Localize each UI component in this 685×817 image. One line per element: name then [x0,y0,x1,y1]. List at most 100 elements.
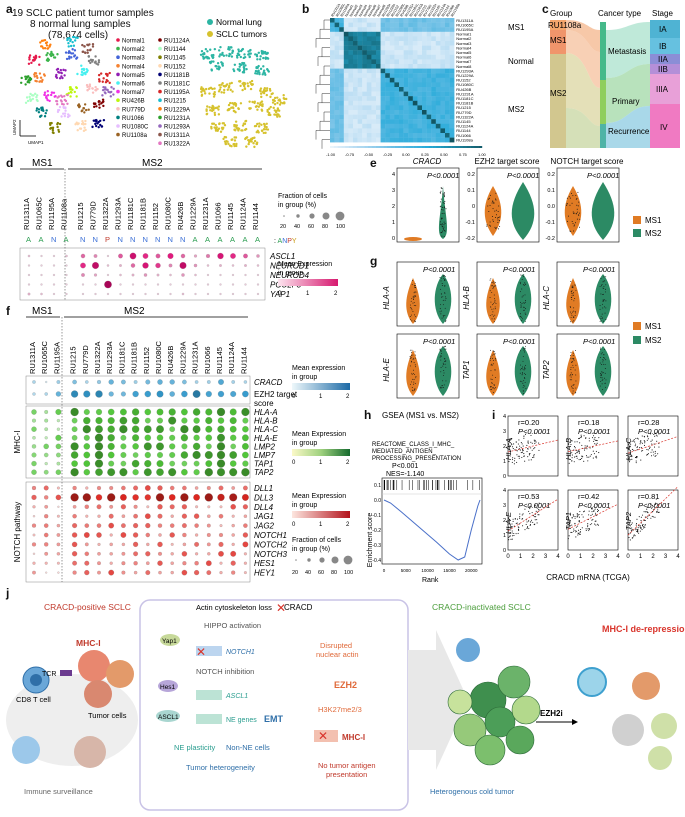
umap-point [105,88,108,91]
i-point [528,459,530,461]
umap-normal-point [263,71,266,75]
umap-sclc-point [257,130,260,134]
g-jitter [571,297,573,298]
heatmap-cell [334,68,340,74]
j-tumor-right3 [648,746,672,770]
umap-sclc-point [268,107,271,110]
g-jitter [520,304,522,306]
umap-sclc-point [224,140,227,143]
i-point [530,521,532,523]
f-dot-mhc [95,417,103,425]
umap-normal-point [249,52,252,55]
i-point [596,457,598,459]
i-point [628,448,630,450]
g-jitter [571,293,573,294]
heatmap-cell [357,59,363,65]
i-point [568,462,570,464]
heatmap-cell [431,119,436,124]
g-jitter [522,284,524,286]
heatmap-cell [417,18,423,23]
i-point [647,512,649,514]
heatmap-cell [403,18,409,23]
i-point [535,510,537,512]
umap-point [65,57,69,61]
colorbar-seg [371,146,376,148]
g-jitter [571,360,573,362]
f-dot-mhc [131,459,140,468]
heatmap-cell [376,119,381,124]
g-jitter [521,275,523,276]
i-point [578,437,581,439]
i-point [591,513,593,515]
g-jitter [602,303,604,305]
i-point [593,453,595,455]
umap-sclc-point [262,128,266,131]
heatmap-cell [445,18,450,23]
d-sample-label: RU1229A [189,197,198,230]
heatmap-cell [445,91,450,97]
g-jitter [494,306,496,308]
f-dot-ezh2 [55,391,61,397]
g-jitter [412,389,413,391]
i-point [636,456,638,458]
g-jitter [443,277,445,279]
i-point [534,447,536,449]
e-jitter [495,199,497,201]
heatmap-cell [422,82,427,88]
d-sample-label: RU1144 [251,203,260,230]
g-jitter [601,364,602,366]
i-point [529,524,531,527]
g-jitter [521,368,523,370]
umap-sclc-point [282,97,285,100]
i-point [588,437,590,439]
d-dot [119,283,122,286]
i-ytick: 3 [503,503,506,509]
umap-point [94,55,97,58]
i-point [658,443,660,445]
i-point [533,455,535,457]
heatmap-cell [362,114,367,120]
colorbar-seg [444,146,448,148]
heatmap-cell [412,31,418,37]
umap-point [88,83,92,86]
umap-normal-point [237,50,241,53]
d-dot [81,283,85,286]
heatmap-cell [339,54,344,60]
umap-point [108,71,111,75]
heatmap-cell [431,18,436,23]
d-dot [244,264,247,267]
i-point [507,523,509,525]
group-ms1: MS1 [508,23,525,32]
f-dot-notch [108,569,115,576]
colorbar-seg [360,146,365,148]
g-jitter [600,348,601,350]
heatmap-cell [389,96,395,101]
i-point [587,526,589,528]
j-cold-tumor-cells [447,665,541,766]
i-point [650,517,652,519]
heatmap-row-label: RU1293A [456,68,474,73]
d-dot [217,252,224,260]
heatmap-cell [449,123,455,129]
umap-normal-point [204,47,208,51]
f-dot-notch [243,485,248,491]
dendro-branch [319,121,330,131]
g-jitter [570,372,572,374]
f-dot-mhc [120,460,127,467]
heatmap-cell [330,128,335,134]
f-dot-mhc [157,417,163,424]
g-jitter [570,374,572,376]
j-no-antigen2: presentation [326,770,367,779]
g-jitter [572,392,574,394]
i-point [508,461,510,463]
heatmap-cell [435,96,441,101]
umap-sclc-point [229,101,232,105]
heatmap-cell [334,22,340,28]
heatmap-cell [330,54,335,60]
f-dot-mhc [169,443,176,450]
heatmap-cell [399,128,404,134]
i-point [649,514,651,516]
umap1-label: UMAP1 [28,140,44,145]
f-dot-notch [180,493,189,502]
